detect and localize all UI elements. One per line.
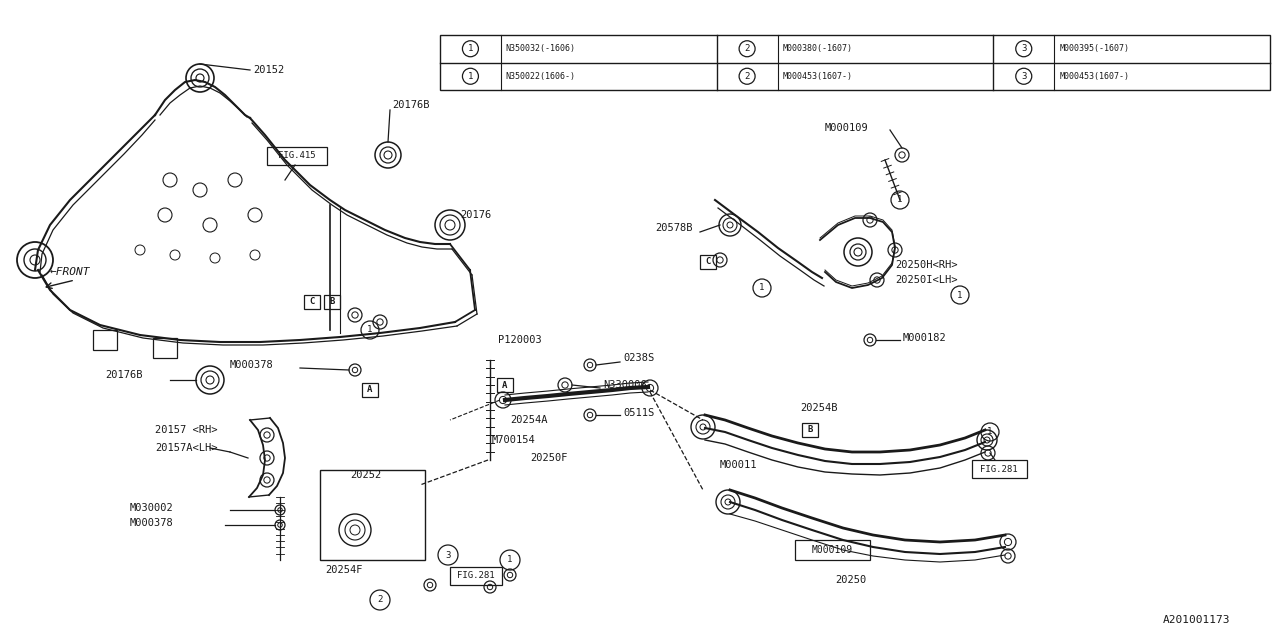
Text: 20254A: 20254A bbox=[509, 415, 548, 425]
Text: 1: 1 bbox=[897, 195, 902, 205]
Bar bbox=[324, 295, 340, 309]
Text: 2: 2 bbox=[378, 595, 383, 605]
Bar bbox=[972, 460, 1027, 478]
Text: 1: 1 bbox=[507, 556, 513, 564]
Text: 1: 1 bbox=[957, 291, 963, 300]
Text: 20254B: 20254B bbox=[800, 403, 837, 413]
Text: FIG.281: FIG.281 bbox=[457, 572, 495, 580]
Text: 20578B: 20578B bbox=[655, 223, 692, 233]
Bar bbox=[803, 423, 818, 437]
Text: 20250F: 20250F bbox=[530, 453, 567, 463]
Text: A201001173: A201001173 bbox=[1162, 615, 1230, 625]
Text: M000109: M000109 bbox=[826, 123, 869, 133]
Text: N330006: N330006 bbox=[603, 380, 646, 390]
Text: 0511S: 0511S bbox=[623, 408, 654, 418]
Text: 0238S: 0238S bbox=[623, 353, 654, 363]
Bar bbox=[362, 383, 378, 397]
Text: M000380(-1607): M000380(-1607) bbox=[782, 44, 852, 53]
Text: 3: 3 bbox=[1021, 44, 1027, 53]
Text: 20157A<LH>: 20157A<LH> bbox=[155, 443, 218, 453]
Text: M000378: M000378 bbox=[230, 360, 274, 370]
Text: 1: 1 bbox=[367, 326, 372, 335]
Text: B: B bbox=[808, 426, 813, 435]
Text: N350022(1606-): N350022(1606-) bbox=[506, 72, 576, 81]
Text: M700154: M700154 bbox=[492, 435, 536, 445]
Text: M030002: M030002 bbox=[131, 503, 174, 513]
Text: M000109: M000109 bbox=[812, 545, 852, 555]
Text: 20250: 20250 bbox=[835, 575, 867, 585]
Text: M000182: M000182 bbox=[902, 333, 947, 343]
Text: 2: 2 bbox=[745, 44, 750, 53]
Bar bbox=[451, 567, 502, 585]
Text: M000378: M000378 bbox=[131, 518, 174, 528]
Text: 20252: 20252 bbox=[349, 470, 381, 480]
Text: 3: 3 bbox=[445, 550, 451, 559]
Text: 20176B: 20176B bbox=[105, 370, 142, 380]
Text: C: C bbox=[705, 257, 710, 266]
Bar bbox=[305, 295, 320, 309]
Text: ←FRONT: ←FRONT bbox=[50, 267, 91, 277]
Text: 20250I<LH>: 20250I<LH> bbox=[895, 275, 957, 285]
Text: N350032(-1606): N350032(-1606) bbox=[506, 44, 576, 53]
Text: A: A bbox=[502, 381, 508, 390]
Text: B: B bbox=[329, 298, 334, 307]
Bar bbox=[795, 540, 870, 560]
Text: 1: 1 bbox=[759, 284, 764, 292]
Text: M000453(1607-): M000453(1607-) bbox=[1060, 72, 1129, 81]
Bar bbox=[154, 338, 177, 358]
Text: 1: 1 bbox=[467, 72, 474, 81]
Text: FIG.281: FIG.281 bbox=[980, 465, 1018, 474]
Text: 20152: 20152 bbox=[253, 65, 284, 75]
Bar bbox=[320, 470, 425, 560]
Text: 20157 <RH>: 20157 <RH> bbox=[155, 425, 218, 435]
Text: 20250H<RH>: 20250H<RH> bbox=[895, 260, 957, 270]
Text: FIG.415: FIG.415 bbox=[278, 152, 316, 161]
Bar bbox=[440, 35, 1270, 90]
Text: 3: 3 bbox=[1021, 72, 1027, 81]
Text: A: A bbox=[367, 385, 372, 394]
Text: 20176B: 20176B bbox=[392, 100, 430, 110]
Bar bbox=[700, 255, 716, 269]
Text: M000453(1607-): M000453(1607-) bbox=[782, 72, 852, 81]
Bar bbox=[93, 330, 116, 350]
Text: M000395(-1607): M000395(-1607) bbox=[1060, 44, 1129, 53]
Text: P120003: P120003 bbox=[498, 335, 541, 345]
Text: 2: 2 bbox=[745, 72, 750, 81]
Text: 1: 1 bbox=[987, 428, 993, 436]
Text: 20254F: 20254F bbox=[325, 565, 362, 575]
Text: C: C bbox=[310, 298, 315, 307]
Text: 20176: 20176 bbox=[460, 210, 492, 220]
Bar bbox=[497, 378, 513, 392]
Bar bbox=[268, 147, 326, 165]
Text: M00011: M00011 bbox=[719, 460, 758, 470]
Text: 1: 1 bbox=[467, 44, 474, 53]
